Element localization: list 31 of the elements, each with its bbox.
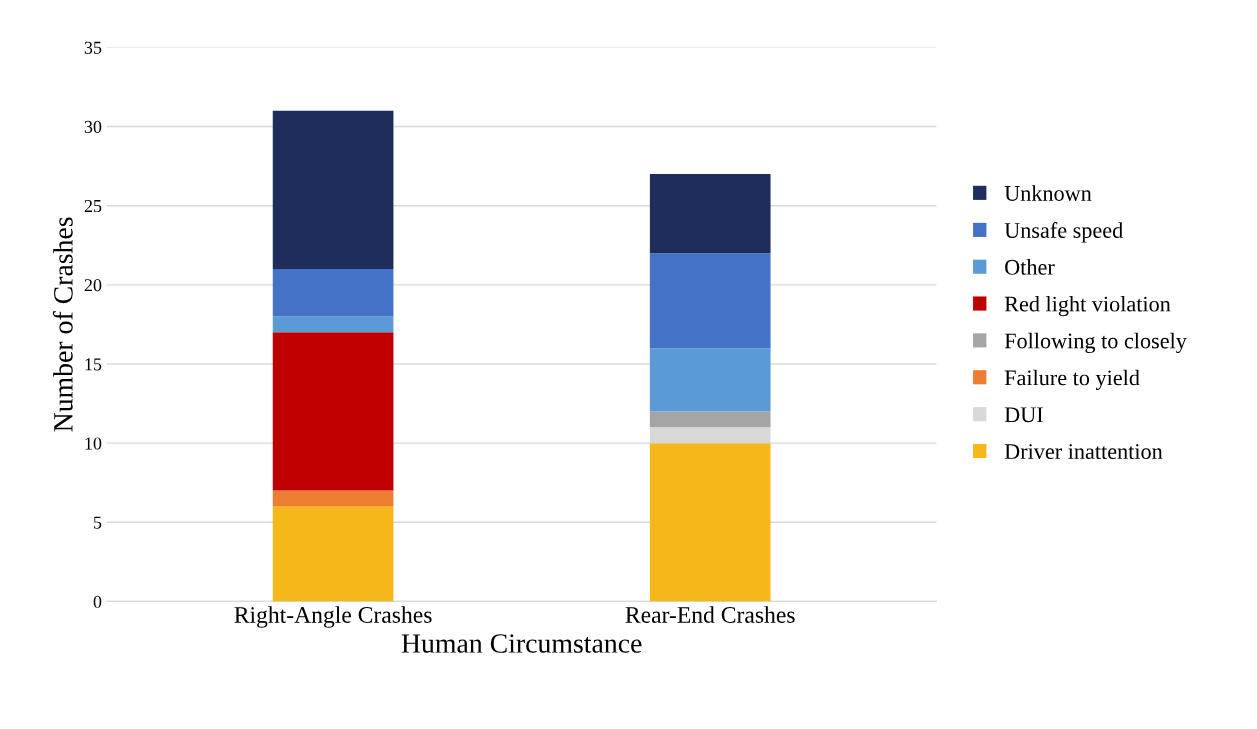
- legend-label: Unknown: [1004, 185, 1092, 201]
- x-tick-label: Rear-End Crashes: [625, 606, 795, 623]
- legend-label: Failure to yield: [1004, 369, 1140, 390]
- y-tick-label: 0: [93, 595, 102, 608]
- bar: [272, 490, 394, 507]
- bar: [272, 316, 394, 333]
- bar: [272, 110, 394, 269]
- y-tick-label: 25: [84, 199, 102, 213]
- legend-label: Unsafe speed: [1004, 222, 1123, 243]
- y-axis-title: Number of Crashes: [52, 217, 73, 432]
- bar: [649, 411, 771, 428]
- bar: [649, 174, 771, 254]
- y-tick-label: 30: [84, 120, 102, 133]
- y-tick-label: 5: [94, 516, 102, 529]
- legend-label: DUI: [1004, 407, 1043, 423]
- bar: [649, 253, 771, 349]
- legend-label: Red light violation: [1004, 295, 1171, 317]
- bar: [272, 332, 394, 491]
- bar: [272, 506, 394, 602]
- y-tick-label: 35: [84, 41, 102, 54]
- legend-label: Driver inattention: [1004, 444, 1163, 460]
- x-tick-label: Right-Angle Crashes: [234, 606, 432, 628]
- bar: [272, 269, 394, 317]
- bar: [649, 348, 771, 412]
- legend-label: Other: [1005, 259, 1055, 275]
- legend-label: Following to closely: [1004, 332, 1187, 354]
- x-axis-title: Human Circumstance: [401, 634, 642, 653]
- y-tick-label: 15: [85, 358, 102, 371]
- bar: [649, 443, 771, 602]
- y-tick-label: 20: [84, 279, 102, 292]
- y-tick-label: 10: [85, 437, 102, 450]
